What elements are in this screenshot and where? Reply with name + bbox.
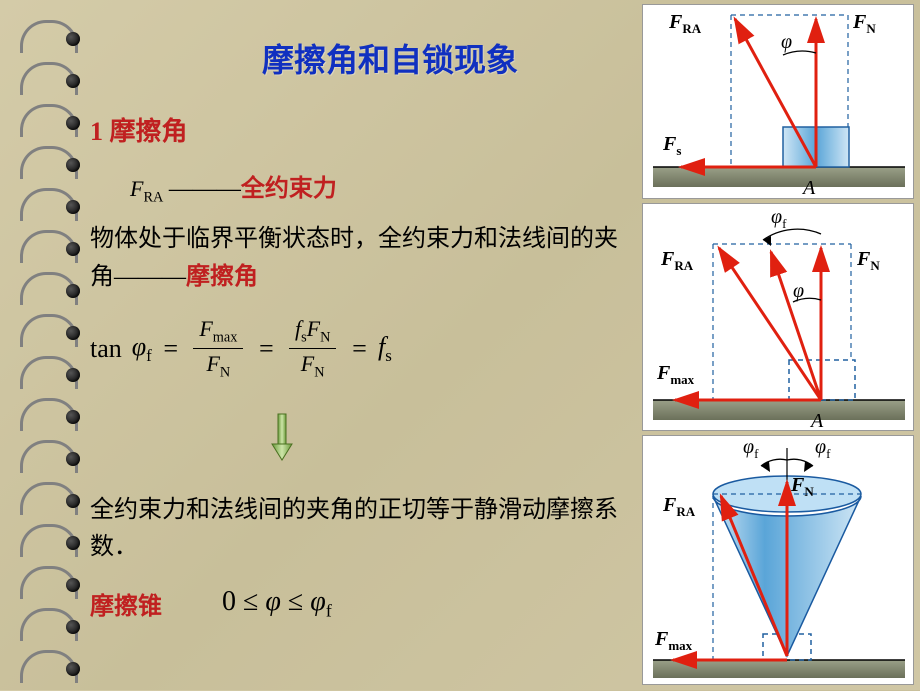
eq-phi: φ [132,332,146,361]
diagram-1: FRA FN φ Fs A [642,4,914,199]
binder-ring [20,272,72,304]
lbl-phif-3r: φf [815,436,830,462]
diagram-column: FRA FN φ Fs A [642,4,914,685]
lbl-A-1: A [803,177,815,200]
binder-ring [20,104,72,136]
eq-fs-sub: s [385,346,392,365]
cone-name: 摩擦锥 [90,586,162,621]
fra-F: F [130,176,143,201]
lbl-FN-1: FN [853,11,876,37]
lbl-FN-3: FN [791,474,814,500]
lbl-FRA-3: FRA [663,494,695,520]
binder-ring [20,524,72,556]
fra-sub: RA [143,189,163,205]
lbl-A-2: A [811,410,823,433]
lbl-Fs-1: Fs [663,133,681,159]
diagram-3: φf φf FRA FN Fmax [642,435,914,685]
frac-1: Fmax FN [193,316,243,382]
down-arrow-icon [270,412,294,462]
binder-ring [20,20,72,52]
eq-eq1: = [162,334,180,364]
slide-content: 摩擦角和自锁现象 1 摩擦角 FRA ———全约束力 物体处于临界平衡状态时，全… [80,0,640,690]
frac-2: fsFN FN [289,316,336,382]
lbl-phif-2: φf [771,206,786,232]
inequality: 0 ≤ φ ≤ φf [222,586,332,622]
binder-ring [20,566,72,598]
cone-row: 摩擦锥 0 ≤ φ ≤ φf [90,586,630,622]
binder-ring [20,482,72,514]
fra-desc: 全约束力 [241,176,337,202]
fra-line: FRA ———全约束力 [130,168,630,206]
para-2: 全约束力和法线间的夹角的正切等于静滑动摩擦系数． [90,492,630,566]
binder-ring [20,188,72,220]
lbl-FN-2: FN [857,248,880,274]
binder-ring [20,62,72,94]
spiral-binding [0,0,100,690]
eq-phi-sub: f [146,346,152,365]
lbl-FRA-1: FRA [669,11,701,37]
binder-ring [20,440,72,472]
binder-ring [20,146,72,178]
diagram-2: φf FRA FN φ Fmax A [642,203,914,431]
binder-ring [20,650,72,682]
binder-ring [20,398,72,430]
formula: tan φf = Fmax FN = fsFN FN = fs [90,316,630,382]
lbl-phif-3l: φf [743,436,758,462]
fra-dash: ——— [169,176,241,202]
para-1: 物体处于临界平衡状态时，全约束力和法线间的夹角———摩擦角 [90,221,630,295]
lbl-FRA-2: FRA [661,248,693,274]
section-heading: 1 摩擦角 [90,111,630,148]
lbl-Fmax-2: Fmax [657,362,694,388]
binder-ring [20,608,72,640]
slide-title: 摩擦角和自锁现象 [150,35,630,81]
binder-ring [20,314,72,346]
lbl-phi-2: φ [793,280,804,303]
binder-ring [20,230,72,262]
lbl-phi-1: φ [781,31,792,54]
binder-ring [20,356,72,388]
para1-term: 摩擦角 [186,264,258,290]
eq-eq2: = [257,334,275,364]
lbl-Fmax-3: Fmax [655,628,692,654]
eq-eq3: = [350,334,368,364]
para1-text: 物体处于临界平衡状态时，全约束力和法线间的夹角——— [90,226,618,289]
